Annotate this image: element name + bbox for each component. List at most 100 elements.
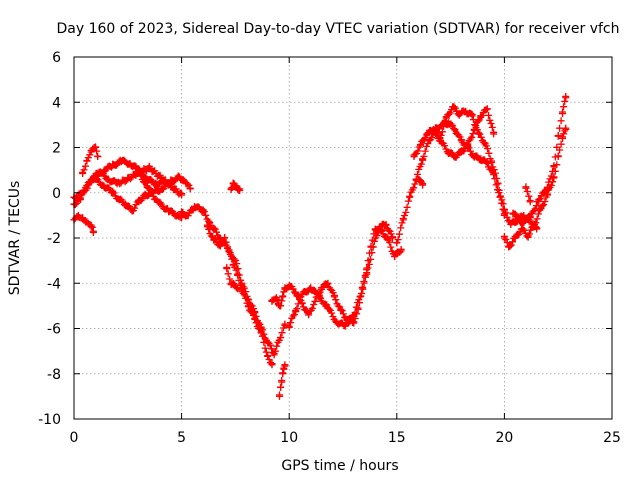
data-point — [307, 284, 315, 292]
data-point — [397, 245, 405, 253]
y-tick-label: -6 — [47, 322, 61, 338]
data-point — [81, 186, 89, 194]
data-point — [199, 207, 207, 215]
data-point — [444, 148, 452, 156]
data-point — [281, 361, 289, 369]
data-point — [152, 180, 160, 188]
data-point — [276, 392, 284, 400]
data-point — [562, 125, 570, 133]
data-point — [257, 329, 265, 337]
data-point — [292, 306, 300, 314]
data-point — [494, 180, 502, 188]
data-point — [227, 279, 235, 287]
data-point — [399, 216, 407, 224]
data-point — [83, 218, 91, 226]
data-point — [483, 159, 491, 167]
data-point — [285, 282, 293, 290]
data-point — [449, 103, 457, 111]
data-point — [410, 153, 418, 161]
series-track-k — [268, 225, 405, 327]
data-point — [145, 164, 153, 172]
data-point — [135, 168, 143, 176]
data-point — [210, 236, 218, 244]
data-point — [251, 315, 259, 323]
data-point — [518, 225, 526, 233]
y-tick-label: -10 — [38, 412, 61, 428]
data-point — [317, 284, 325, 292]
data-point — [330, 293, 338, 301]
data-point — [156, 200, 164, 208]
data-point — [363, 270, 371, 278]
data-point — [236, 186, 244, 194]
data-point — [382, 220, 390, 228]
data-point — [277, 383, 285, 391]
x-axis-ticks: 0 5 10 15 20 25 — [70, 57, 621, 446]
data-point — [369, 243, 377, 251]
data-point — [79, 214, 87, 222]
data-point — [135, 198, 143, 206]
data-point — [279, 370, 287, 378]
data-point — [272, 295, 280, 303]
data-point — [234, 270, 242, 278]
data-point — [500, 234, 508, 242]
data-point — [87, 223, 95, 231]
data-point — [83, 157, 91, 165]
x-tick-label: 10 — [280, 430, 298, 446]
data-point — [109, 189, 117, 197]
data-point — [285, 322, 293, 330]
data-point — [203, 223, 211, 231]
data-point — [315, 293, 323, 301]
data-point — [511, 234, 519, 242]
data-point — [535, 196, 543, 204]
data-point — [117, 157, 125, 165]
data-point — [270, 349, 278, 357]
data-point — [438, 139, 446, 147]
y-tick-label: 2 — [52, 141, 61, 157]
data-point — [562, 94, 570, 102]
data-point — [104, 175, 112, 183]
data-point — [419, 155, 427, 163]
data-point — [280, 365, 288, 373]
data-point — [167, 177, 175, 185]
data-point — [526, 214, 534, 222]
data-point — [559, 134, 567, 142]
data-point — [554, 132, 562, 140]
data-point — [178, 209, 186, 217]
data-point — [79, 168, 87, 176]
data-point — [505, 243, 513, 251]
data-point — [324, 304, 332, 312]
data-point — [76, 196, 84, 204]
data-point — [216, 241, 224, 249]
data-point — [451, 153, 459, 161]
data-point — [464, 141, 472, 149]
data-point — [281, 320, 289, 328]
data-point — [165, 207, 173, 215]
data-point — [442, 114, 450, 122]
data-point — [231, 257, 239, 265]
y-tick-label: 6 — [52, 50, 61, 66]
data-point — [455, 110, 463, 118]
data-point — [186, 184, 194, 192]
data-point — [292, 288, 300, 296]
data-point — [113, 180, 121, 188]
data-point — [158, 184, 166, 192]
data-point — [268, 297, 276, 305]
data-point — [393, 239, 401, 247]
data-point — [451, 125, 459, 133]
x-tick-label: 20 — [495, 430, 513, 446]
data-point — [115, 196, 123, 204]
data-point — [100, 182, 108, 190]
y-tick-label: 0 — [52, 186, 61, 202]
data-point — [457, 148, 465, 156]
data-point — [522, 184, 530, 192]
data-point — [89, 227, 97, 235]
data-point — [173, 211, 181, 219]
data-point — [128, 207, 136, 215]
y-axis-label: SDTVAR / TECUs — [7, 181, 23, 296]
x-tick-label: 5 — [177, 430, 186, 446]
y-tick-label: -8 — [47, 367, 61, 383]
data-point — [141, 191, 149, 199]
data-point — [227, 184, 235, 192]
data-point — [356, 293, 364, 301]
data-point — [425, 137, 433, 145]
